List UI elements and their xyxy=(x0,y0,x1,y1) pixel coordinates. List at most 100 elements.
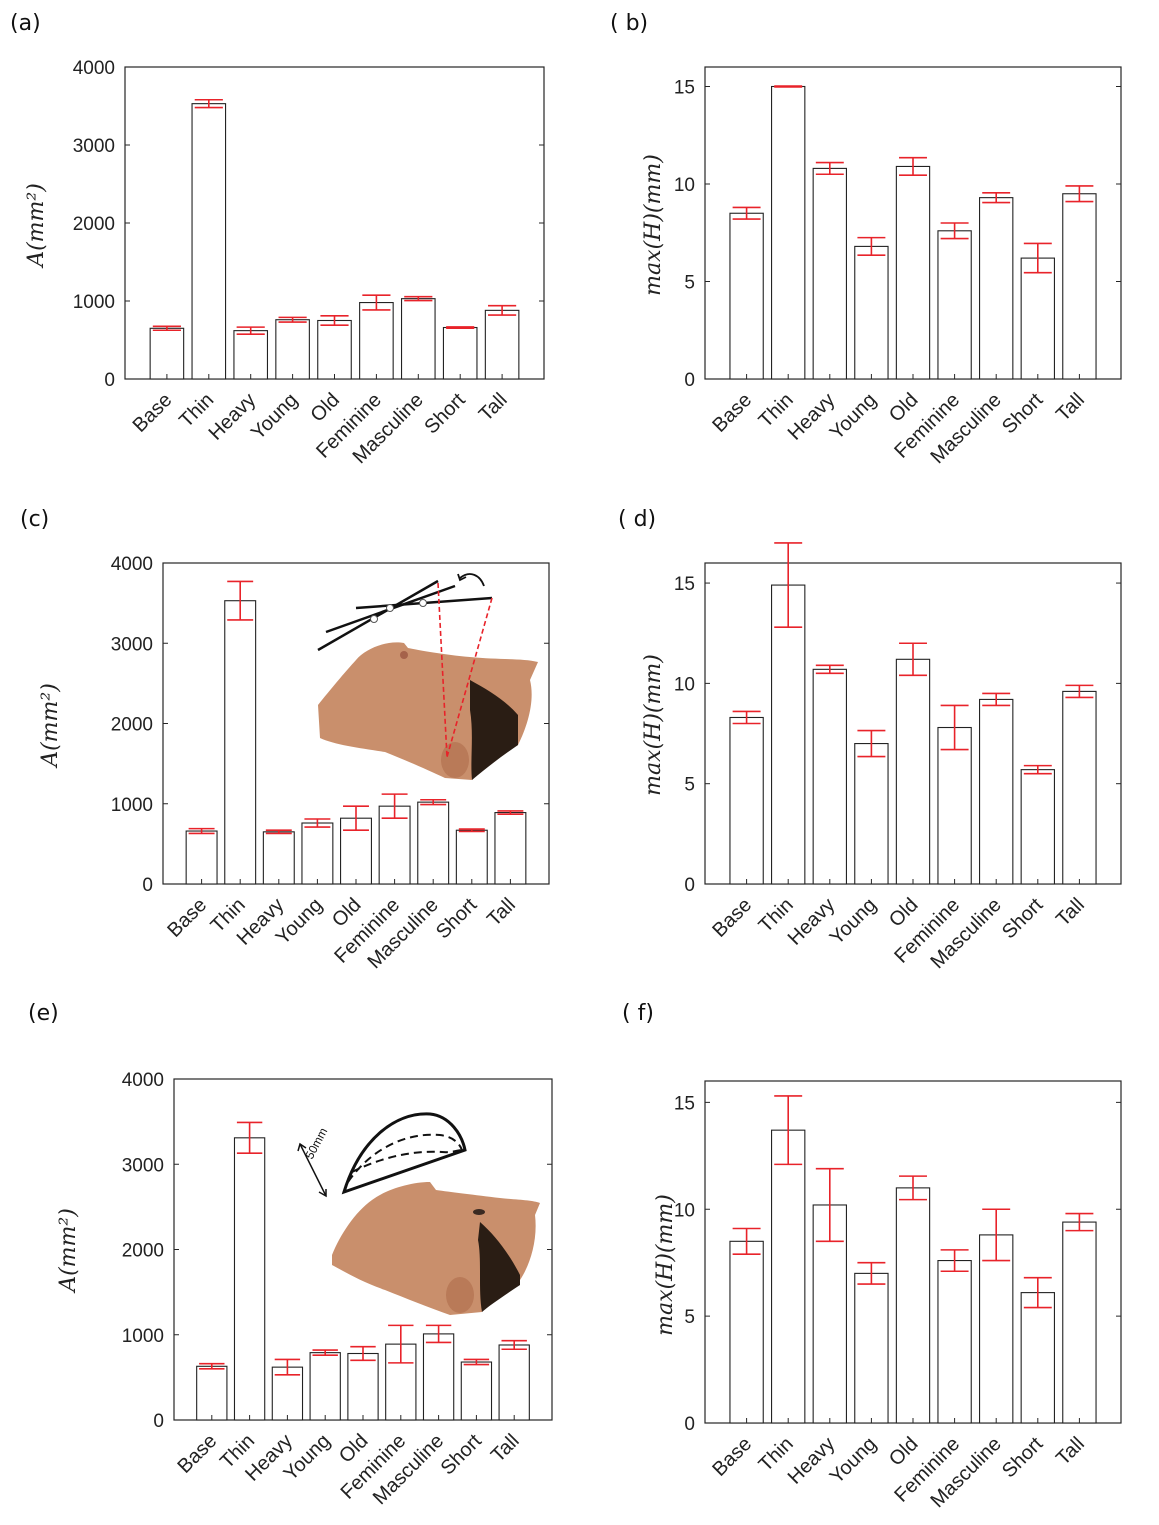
error-bar-base xyxy=(199,1362,225,1370)
face-profile-icon xyxy=(332,1182,540,1315)
error-bar-tall xyxy=(1065,185,1094,203)
error-bar-masculine xyxy=(425,1324,452,1344)
x-tick-label: Heavy xyxy=(784,1433,840,1489)
error-bar-heavy xyxy=(265,829,292,835)
bar-masculine xyxy=(400,298,436,380)
bar-masculine xyxy=(417,801,450,885)
bar-feminine xyxy=(937,1260,972,1424)
error-bar-masculine xyxy=(982,692,1011,707)
bar-tall xyxy=(1062,690,1097,885)
bar-feminine xyxy=(937,230,972,380)
y-tick-label: 4000 xyxy=(122,1070,164,1091)
scale-annotation: 50mm xyxy=(302,1125,330,1161)
bar-tall xyxy=(498,1344,530,1421)
x-tick-label: Young xyxy=(826,1433,881,1488)
error-bar-feminine xyxy=(388,1324,414,1364)
error-bar-short xyxy=(463,1358,490,1366)
ylabel-e: A(mm²) xyxy=(56,1208,81,1294)
error-bar-feminine xyxy=(381,793,408,819)
bar-young xyxy=(854,245,889,380)
bar-young xyxy=(309,1352,341,1421)
bar-short xyxy=(1020,1292,1055,1424)
y-tick-label: 0 xyxy=(684,370,695,391)
error-bar-old xyxy=(320,315,349,326)
error-bar-thin xyxy=(774,1095,803,1166)
ylabel-f: max(H)(mm) xyxy=(653,1194,678,1336)
bar-old xyxy=(317,319,352,380)
bar-base xyxy=(185,830,218,885)
x-tick-label: Short xyxy=(998,389,1048,439)
error-bar-feminine xyxy=(362,294,391,311)
y-tick-label: 0 xyxy=(684,1414,695,1435)
bar-young xyxy=(275,319,310,380)
bar-short xyxy=(1020,257,1055,380)
bar-young xyxy=(854,743,889,885)
y-tick-label: 1000 xyxy=(122,1326,164,1347)
error-bar-feminine xyxy=(940,222,969,240)
bar-heavy xyxy=(233,330,269,380)
error-bar-masculine xyxy=(982,1208,1011,1262)
bar-base xyxy=(196,1365,228,1421)
x-tick-label: Tall xyxy=(1052,894,1089,931)
error-bar-tall xyxy=(1065,1212,1094,1232)
bar-tall xyxy=(1062,193,1097,380)
bar-thin xyxy=(233,1137,266,1421)
bar-tall xyxy=(484,309,520,380)
bar-base xyxy=(729,716,764,885)
error-bar-heavy xyxy=(274,1358,301,1376)
error-bar-masculine xyxy=(982,191,1011,204)
bar-masculine xyxy=(979,197,1014,380)
x-tick-label: Heavy xyxy=(205,389,261,445)
error-bar-short xyxy=(458,828,485,833)
error-bar-base xyxy=(732,1227,761,1255)
y-tick-label: 3000 xyxy=(73,136,115,157)
error-bar-feminine xyxy=(940,1249,969,1273)
error-bar-tall xyxy=(488,304,517,316)
y-tick-label: 15 xyxy=(674,78,695,99)
bar-thin xyxy=(191,103,227,380)
bar-thin xyxy=(771,85,806,380)
bar-base xyxy=(729,1240,764,1424)
error-bar-young xyxy=(312,1349,338,1357)
x-tick-label: Short xyxy=(437,1430,487,1480)
error-bar-masculine xyxy=(404,295,433,302)
y-tick-label: 15 xyxy=(674,1093,695,1114)
bar-short xyxy=(442,326,478,380)
y-tick-label: 1000 xyxy=(111,795,153,816)
error-bar-masculine xyxy=(420,798,447,806)
bar-young xyxy=(854,1272,889,1424)
error-bar-short xyxy=(446,326,475,329)
error-bar-base xyxy=(732,206,761,220)
angle-lines-icon xyxy=(317,573,493,758)
x-tick-label: Tall xyxy=(1052,389,1089,426)
x-tick-label: Base xyxy=(174,1430,222,1478)
y-tick-label: 4000 xyxy=(111,554,153,575)
y-tick-label: 5 xyxy=(684,1307,695,1328)
error-bar-tall xyxy=(501,1339,527,1351)
y-tick-label: 10 xyxy=(674,674,695,695)
x-tick-label: Tall xyxy=(487,1430,524,1467)
error-bar-heavy xyxy=(815,664,844,675)
x-tick-label: Tall xyxy=(1052,1433,1089,1470)
error-bar-thin xyxy=(227,580,254,621)
error-bar-old xyxy=(343,805,369,832)
error-bar-young xyxy=(857,729,886,758)
bar-short xyxy=(460,1361,493,1421)
curves-icon: 50mm xyxy=(297,1112,467,1198)
x-tick-label: Base xyxy=(708,894,756,942)
ylabel-c: A(mm²) xyxy=(38,683,63,769)
y-tick-label: 0 xyxy=(104,370,115,391)
error-bar-old xyxy=(350,1345,376,1362)
y-tick-label: 3000 xyxy=(111,634,153,655)
y-tick-label: 2000 xyxy=(111,715,153,736)
bar-thin xyxy=(771,1129,806,1424)
